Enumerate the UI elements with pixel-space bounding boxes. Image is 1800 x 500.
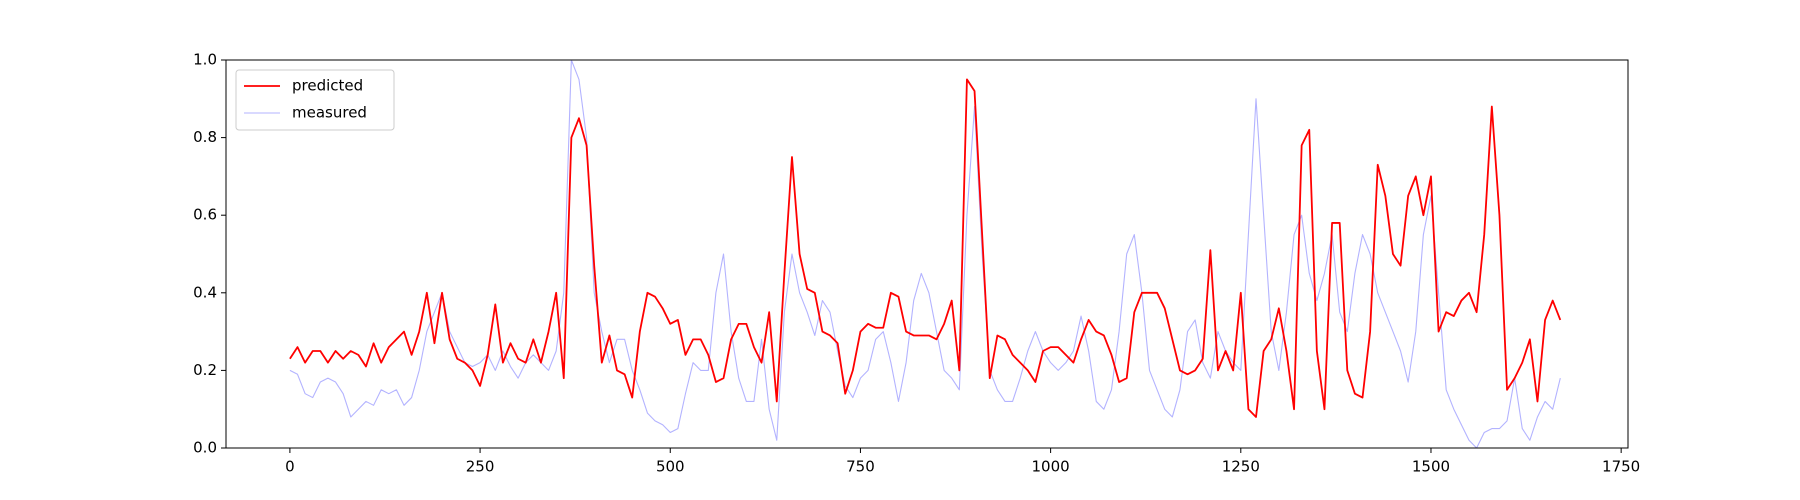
y-tick-label: 0.0 [193, 439, 217, 457]
x-tick-label: 0 [285, 458, 295, 476]
x-tick-label: 500 [656, 458, 685, 476]
y-tick-label: 0.8 [193, 128, 217, 146]
series-line [289, 78, 1562, 418]
y-tick-label: 1.0 [193, 51, 217, 69]
x-tick-label: 1500 [1412, 458, 1450, 476]
legend-label: predicted [292, 77, 363, 95]
series-line [289, 60, 1561, 448]
legend-box [235, 69, 395, 131]
axes-frame [225, 59, 1629, 449]
y-tick-label: 0.2 [193, 361, 217, 379]
x-tick-label: 1250 [1222, 458, 1260, 476]
legend: predicted measured [235, 69, 395, 131]
x-tick-label: 1000 [1032, 458, 1070, 476]
y-tick-label: 0.6 [193, 206, 217, 224]
x-tick-label: 750 [846, 458, 875, 476]
y-tick-label: 0.4 [193, 283, 217, 301]
plot-area [289, 60, 1562, 448]
x-tick-label: 1750 [1602, 458, 1640, 476]
x-tick-label: 250 [466, 458, 495, 476]
legend-label: measured [292, 104, 367, 122]
